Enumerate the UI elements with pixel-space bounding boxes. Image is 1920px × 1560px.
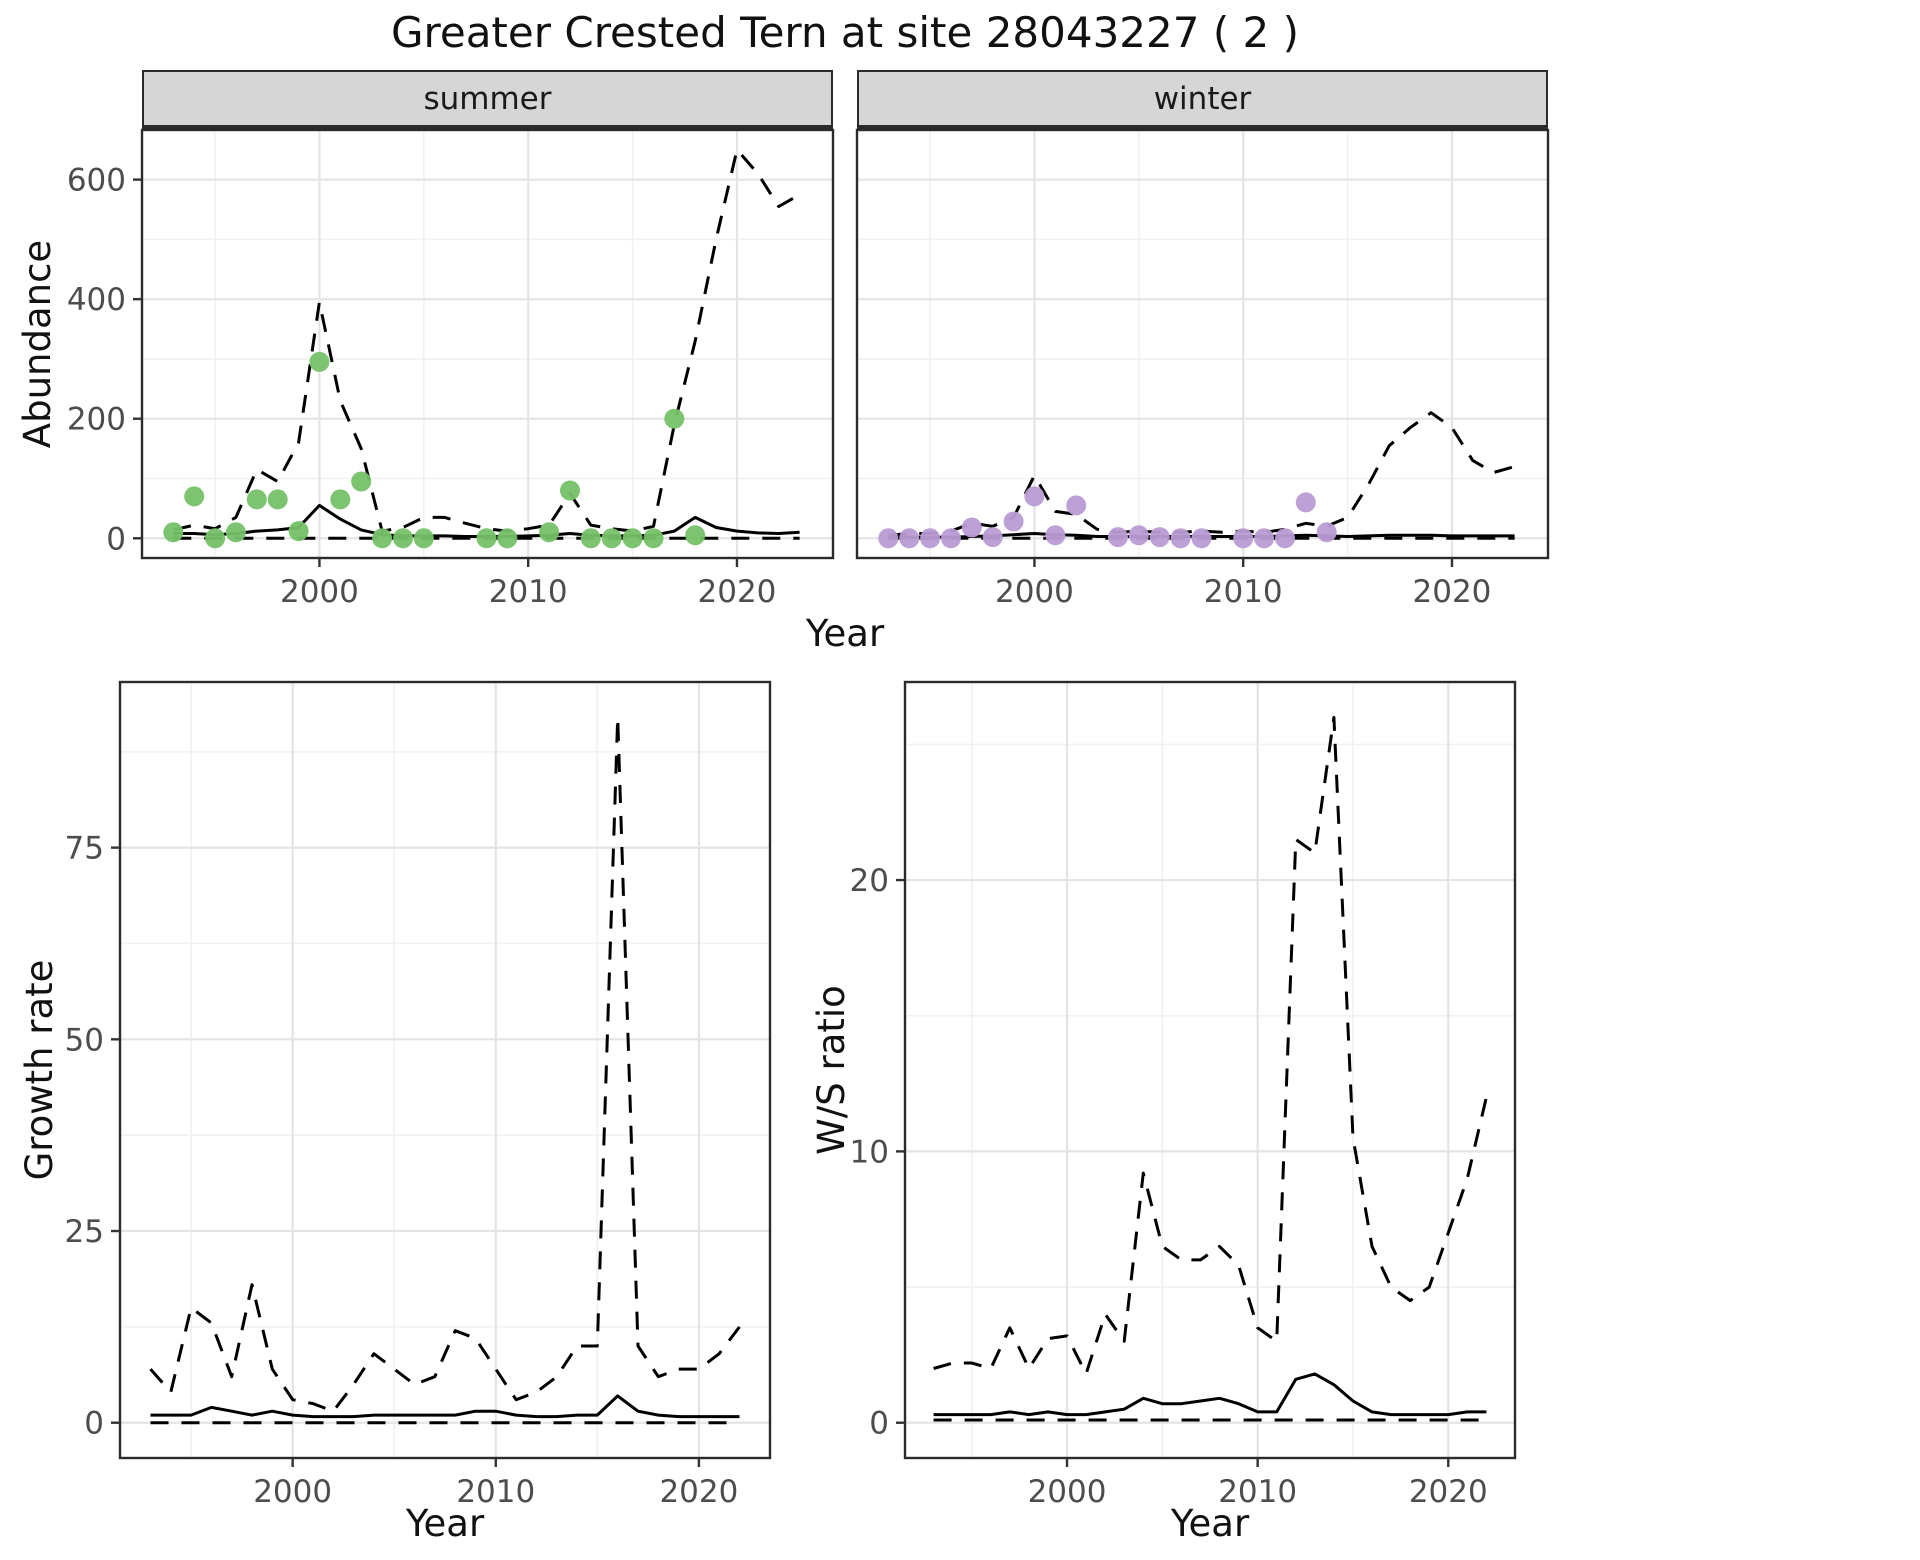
y-tick-label: 50 <box>65 1022 104 1058</box>
panel-border <box>140 128 835 560</box>
observation-point <box>560 480 580 501</box>
observation-point <box>205 528 226 549</box>
y-tick-label: 600 <box>67 163 126 199</box>
observation-point <box>476 528 497 549</box>
observation-point <box>920 528 941 549</box>
observation-point <box>330 489 351 510</box>
y-tick-label: 20 <box>850 863 889 899</box>
observation-point <box>309 351 330 372</box>
x-axis-label-year-top: Year <box>805 612 885 655</box>
observation-point <box>1254 528 1275 549</box>
observation-point <box>685 525 706 546</box>
panel-border <box>855 128 1550 560</box>
observation-point <box>413 528 434 549</box>
panel-summer <box>140 128 835 560</box>
observation-point <box>1149 527 1170 548</box>
observation-point <box>878 528 899 549</box>
series-fit <box>150 1394 740 1419</box>
y-tick-label: 25 <box>65 1214 104 1250</box>
x-tick-label: 2020 <box>1409 1474 1488 1510</box>
x-tick-label: 2000 <box>253 1474 332 1510</box>
x-axis-label-year-bottom-left: Year <box>405 1502 485 1545</box>
observation-point <box>163 522 184 543</box>
observation-point <box>982 527 1003 548</box>
x-tick-label: 2010 <box>489 574 568 610</box>
observation-point <box>580 528 601 549</box>
x-tick-label: 2020 <box>659 1474 738 1510</box>
observation-point <box>961 517 982 538</box>
y-axis-label-growth-rate: Growth rate <box>18 959 61 1181</box>
observation-point <box>184 486 205 507</box>
chart-title: Greater Crested Tern at site 28043227 ( … <box>390 8 1300 57</box>
observation-point <box>1316 522 1337 543</box>
observation-point <box>372 528 393 549</box>
y-tick-label: 10 <box>850 1134 889 1170</box>
y-tick-label: 75 <box>65 831 104 867</box>
x-tick-label: 2010 <box>456 1474 535 1510</box>
observation-point <box>601 528 622 549</box>
observation-point <box>643 528 664 549</box>
observation-point <box>246 489 267 510</box>
observation-point <box>1191 528 1212 549</box>
observation-point <box>267 489 288 510</box>
series-fit <box>933 1372 1487 1417</box>
observation-point <box>1170 528 1191 549</box>
observation-point <box>899 528 920 549</box>
x-tick-label: 2000 <box>995 574 1074 610</box>
observation-point <box>1295 492 1316 513</box>
panel-growth-rate <box>118 680 772 1460</box>
y-tick-label: 0 <box>106 521 126 557</box>
panel-border <box>118 680 772 1460</box>
observation-point <box>940 528 961 549</box>
observation-point <box>1024 486 1045 507</box>
facet-strip-summer: summer <box>142 70 833 130</box>
observation-point <box>539 522 560 543</box>
x-tick-label: 2010 <box>1204 574 1283 610</box>
observation-point <box>664 408 685 429</box>
observation-point <box>288 521 309 542</box>
y-tick-label: 0 <box>84 1406 104 1442</box>
observation-point <box>351 471 372 492</box>
observation-point <box>393 528 413 549</box>
observation-point <box>1045 525 1066 546</box>
observation-point <box>1066 495 1087 516</box>
series-upper_ci <box>888 411 1516 537</box>
x-tick-label: 2000 <box>280 574 359 610</box>
x-tick-label: 2010 <box>1218 1474 1297 1510</box>
y-tick-label: 0 <box>869 1406 889 1442</box>
observation-point <box>1108 527 1128 548</box>
series-upper_ci <box>933 715 1488 1376</box>
panel-border <box>903 680 1517 1460</box>
series-upper_ci <box>172 148 801 533</box>
series-upper_ci <box>149 715 741 1413</box>
y-tick-label: 200 <box>67 402 126 438</box>
y-tick-label: 400 <box>67 282 126 318</box>
observation-point <box>1275 528 1295 549</box>
facet-strip-winter: winter <box>857 70 1548 130</box>
x-tick-label: 2020 <box>1413 574 1492 610</box>
observation-point <box>225 522 246 543</box>
panel-winter <box>855 128 1550 560</box>
panel-w-s-ratio <box>903 680 1517 1460</box>
x-axis-label-year-bottom-right: Year <box>1170 1502 1250 1545</box>
observation-point <box>1003 511 1024 532</box>
observation-point <box>1233 528 1254 549</box>
y-axis-label-ws-ratio: W/S ratio <box>810 985 853 1155</box>
observation-point <box>622 528 643 549</box>
x-tick-label: 2020 <box>698 574 777 610</box>
x-tick-label: 2000 <box>1028 1474 1107 1510</box>
y-axis-label-abundance: Abundance <box>16 239 59 449</box>
observation-point <box>497 528 518 549</box>
observation-point <box>1128 525 1149 546</box>
